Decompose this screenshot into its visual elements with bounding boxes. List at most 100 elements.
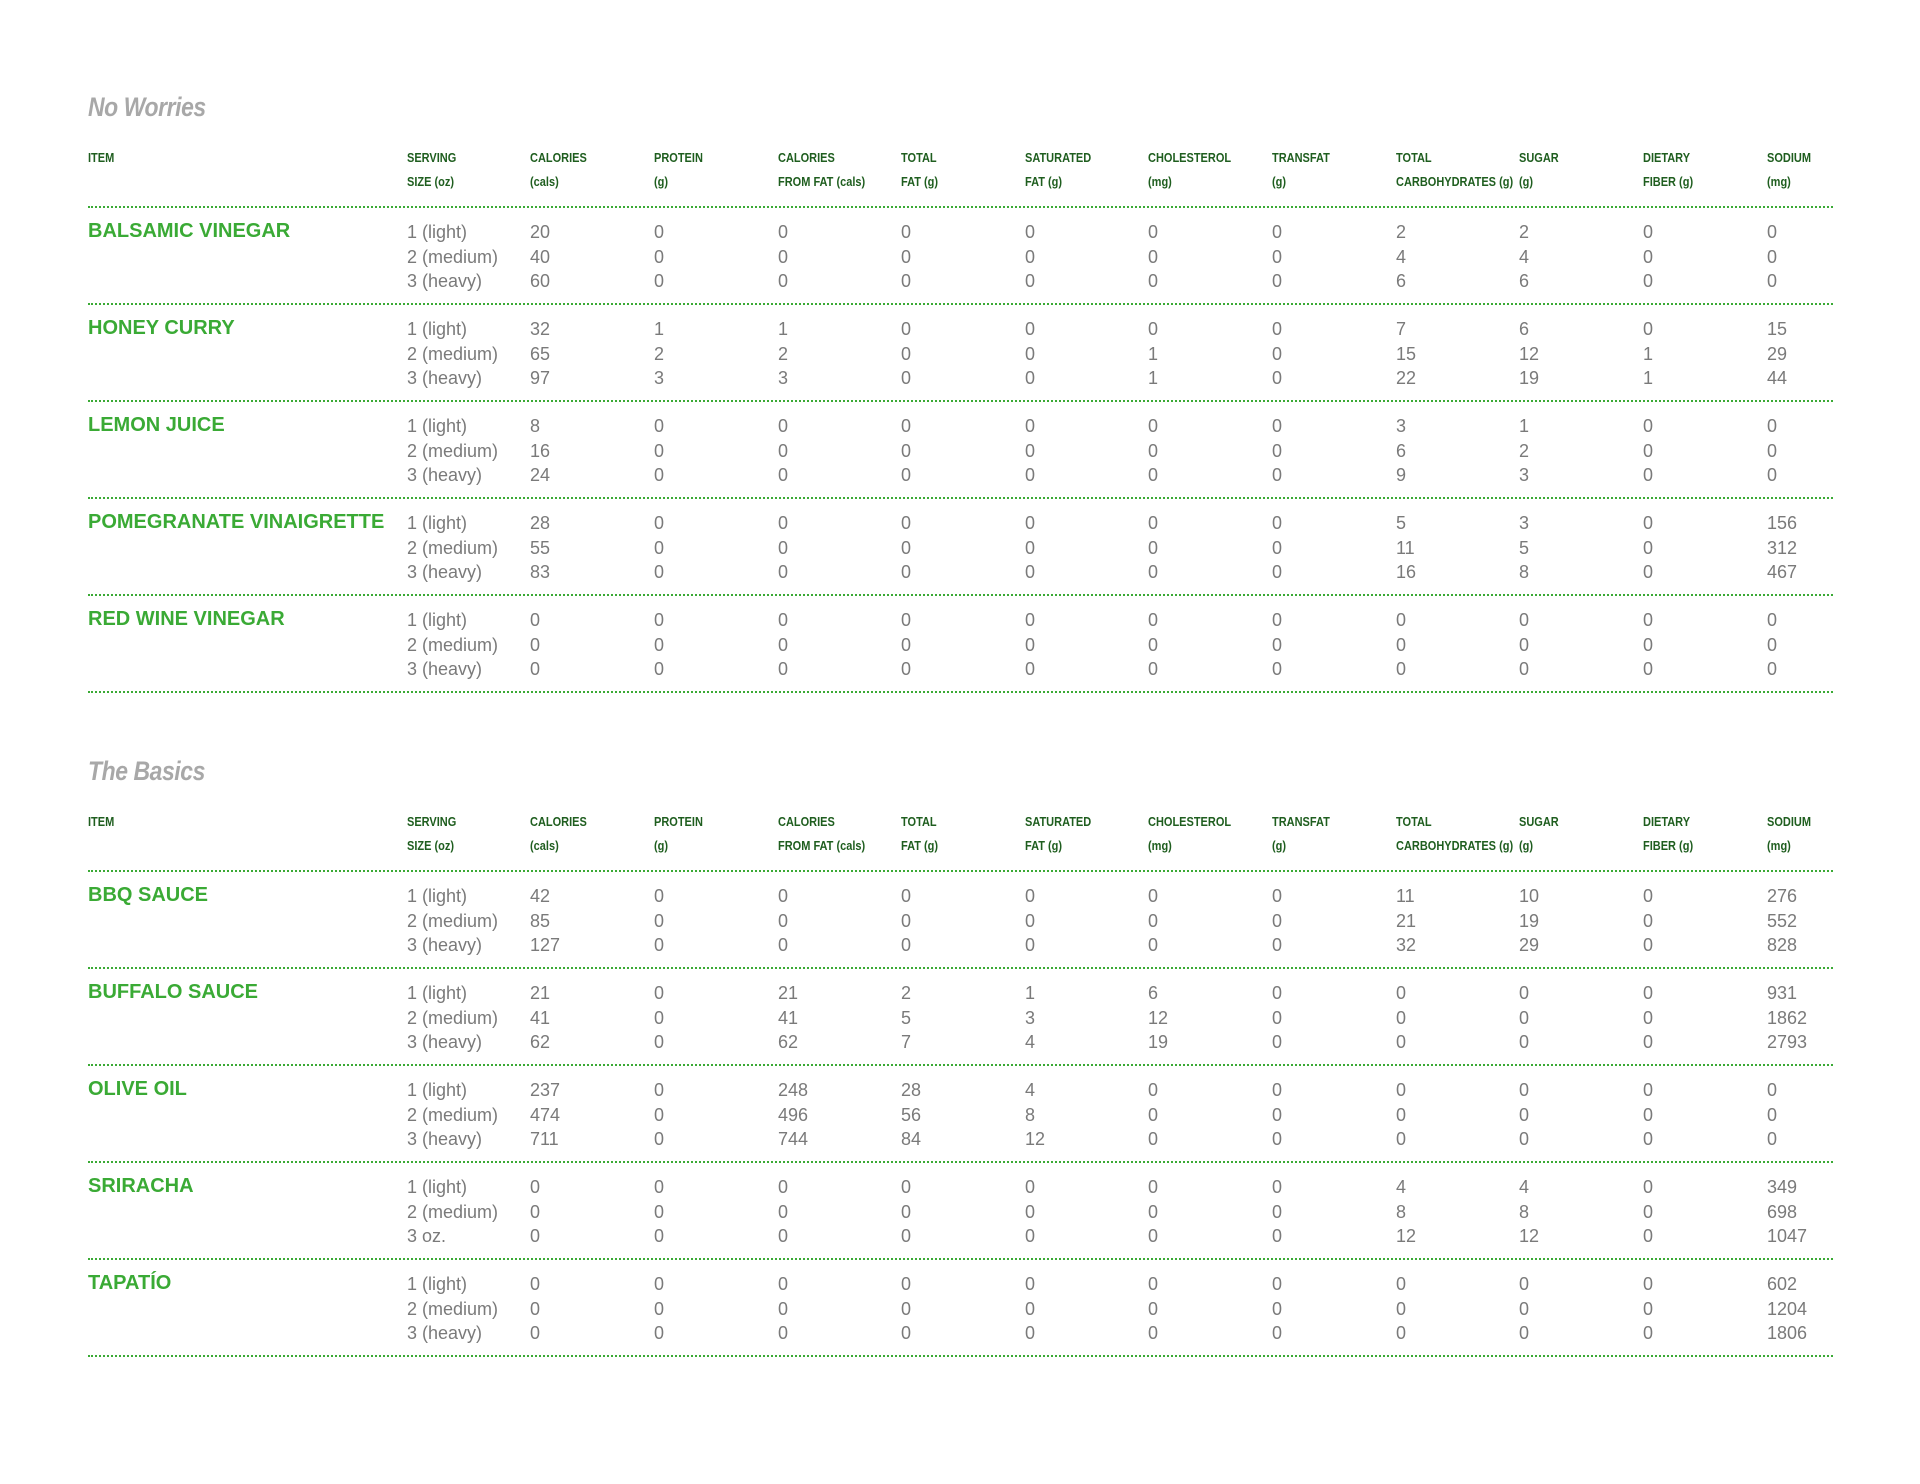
column-header-line2: FIBER (g): [1643, 175, 1694, 189]
table-cell: 0: [1643, 416, 1654, 436]
table-cell: 496: [778, 1104, 809, 1125]
table-cell: 0: [1025, 1177, 1036, 1197]
table-cell: 0: [778, 1323, 789, 1343]
table-cell: 3 (heavy): [407, 271, 483, 291]
table-cell: 0: [1643, 1323, 1654, 1343]
table-cell: 0: [654, 1104, 665, 1125]
table-cell: 5: [901, 1007, 912, 1028]
table-cell: 0: [1148, 886, 1159, 906]
column-header: CALORIES (cals): [530, 810, 587, 858]
table-cell: 21: [778, 983, 799, 1003]
table-cell: 1: [1148, 343, 1159, 364]
table-cell: 0: [1767, 634, 1778, 655]
column-header-line2: (g): [654, 175, 669, 189]
table-cell: 0: [1148, 1298, 1159, 1319]
table-cell: 2 (medium): [407, 1007, 499, 1028]
table-cell: 0: [901, 368, 912, 388]
table-cell: 0: [654, 1323, 665, 1343]
table-cell: 40: [530, 246, 551, 267]
table-cell: 1 (light): [407, 1080, 468, 1100]
table-cell: 19: [1519, 910, 1540, 931]
table-cell: 0: [1025, 537, 1036, 558]
table-cell: 3 (heavy): [407, 1323, 483, 1343]
column-header-line1: CALORIES: [530, 815, 587, 829]
table-cell: 0: [1272, 271, 1283, 291]
table-cell: 0: [654, 1129, 665, 1149]
table-cell: 0: [1272, 222, 1283, 242]
table-cell: 0: [901, 935, 912, 955]
table-cell: 2 (medium): [407, 1298, 499, 1319]
table-cell: 21: [1396, 910, 1417, 931]
table-cell: 1: [1519, 416, 1530, 436]
column-header: SERVING SIZE (oz): [407, 810, 456, 858]
column-header-line1: CALORIES: [778, 151, 835, 165]
table-cell: 0: [654, 886, 665, 906]
table-cell: 0: [654, 1274, 665, 1294]
dotted-divider: [88, 1258, 1833, 1260]
table-cell: 0: [1272, 1177, 1283, 1197]
table-cell: 0: [1767, 1080, 1778, 1100]
column-header-line2: SIZE (oz): [407, 175, 455, 189]
column-header: DIETARY FIBER (g): [1643, 810, 1693, 858]
table-cell: 12: [1396, 1226, 1417, 1246]
column-header-line1: CHOLESTEROL: [1148, 151, 1232, 165]
column-header: SERVING SIZE (oz): [407, 146, 456, 194]
table-cell: 0: [1519, 1274, 1530, 1294]
table-cell: 3: [1519, 513, 1530, 533]
table-cell: 0: [1643, 886, 1654, 906]
table-cell: 711: [530, 1129, 559, 1149]
table-cell: 0: [1272, 465, 1283, 485]
table-cell: 4: [1519, 246, 1530, 267]
table-cell: 0: [778, 465, 789, 485]
table-cell: 0: [1643, 440, 1654, 461]
table-cell: 2 (medium): [407, 246, 499, 267]
table-cell: 0: [654, 610, 665, 630]
column-header-line2: (g): [1272, 839, 1287, 853]
table-cell: 0: [1272, 1032, 1283, 1052]
table-cell: 0: [778, 935, 789, 955]
table-cell: 0: [1025, 319, 1036, 339]
table-cell: 16: [1396, 562, 1417, 582]
table-cell: 7: [1396, 319, 1407, 339]
column-header-line1: CALORIES: [530, 151, 587, 165]
dotted-divider: [88, 303, 1833, 305]
table-cell: 0: [901, 1177, 912, 1197]
table-cell: 2 (medium): [407, 1201, 499, 1222]
table-cell: 0: [778, 1298, 789, 1319]
table-cell: 0: [654, 1201, 665, 1222]
table-cell: 0: [901, 222, 912, 242]
table-cell: 1 (light): [407, 319, 468, 339]
table-cell: 15: [1396, 343, 1417, 364]
column-header-line2: FIBER (g): [1643, 839, 1694, 853]
table-cell: 349: [1767, 1177, 1798, 1197]
column-header-line2: (mg): [1148, 175, 1172, 189]
column-header-line1: PROTEIN: [654, 815, 703, 829]
table-cell: 29: [1767, 343, 1788, 364]
table-cell: 2: [1519, 440, 1530, 461]
table-cell: 1047: [1767, 1226, 1808, 1246]
table-cell: 0: [1025, 1274, 1036, 1294]
table-cell: 12: [1519, 1226, 1540, 1246]
table-cell: 0: [1396, 1298, 1407, 1319]
table-cell: 0: [1643, 983, 1654, 1003]
table-cell: 0: [654, 910, 665, 931]
table-cell: 237: [530, 1080, 561, 1100]
table-cell: 0: [778, 1201, 789, 1222]
column-header: SATURATED FAT (g): [1025, 810, 1091, 858]
table-cell: 0: [654, 537, 665, 558]
table-cell: 0: [654, 271, 665, 291]
table-cell: 0: [1148, 537, 1159, 558]
column-header-line1: SUGAR: [1519, 815, 1559, 829]
dotted-divider: [88, 967, 1833, 969]
table-cell: 21: [530, 983, 551, 1003]
table-cell: 0: [1025, 910, 1036, 931]
table-cell: 0: [1767, 222, 1778, 242]
table-cell: 0: [1148, 634, 1159, 655]
table-cell: 11: [1396, 537, 1415, 558]
item-name: BUFFALO SAUCE: [88, 981, 258, 1003]
table-cell: 2: [1396, 222, 1407, 242]
column-header: DIETARY FIBER (g): [1643, 146, 1693, 194]
table-cell: 0: [901, 659, 912, 679]
column-header: TOTAL CARBOHYDRATES (g): [1396, 810, 1513, 858]
table-cell: 1: [1025, 983, 1036, 1003]
